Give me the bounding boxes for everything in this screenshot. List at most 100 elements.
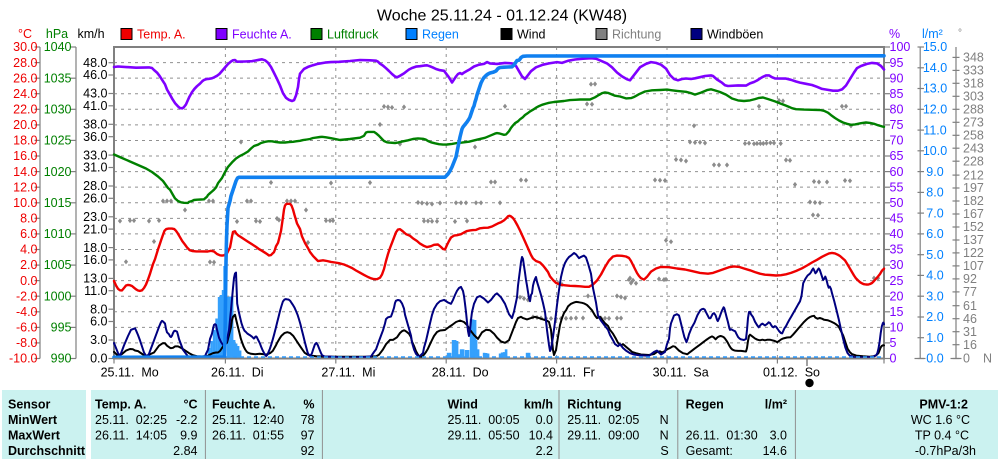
svg-text:348: 348 <box>963 51 984 65</box>
svg-text:km/h: km/h <box>77 27 104 41</box>
svg-text:0.0: 0.0 <box>90 352 107 366</box>
svg-text:33.0: 33.0 <box>83 148 107 162</box>
svg-text:°C: °C <box>183 397 197 411</box>
svg-text:6.0: 6.0 <box>90 315 107 329</box>
svg-text:61: 61 <box>963 299 977 313</box>
svg-text:TP 0.4 °C: TP 0.4 °C <box>915 429 969 443</box>
svg-text:Gesamt:: Gesamt: <box>686 444 733 458</box>
svg-text:3.0: 3.0 <box>770 429 787 443</box>
svg-text:25.11. 00:05: 25.11. 00:05 <box>448 413 520 427</box>
svg-text:°C: °C <box>18 27 32 41</box>
svg-text:26.11. 14:05: 26.11. 14:05 <box>95 429 167 443</box>
svg-text:1030: 1030 <box>44 103 72 117</box>
svg-text:27.11. Mi: 27.11. Mi <box>321 366 375 380</box>
svg-text:21.0: 21.0 <box>83 222 107 236</box>
svg-text:29.11. 09:00: 29.11. 09:00 <box>567 429 639 443</box>
svg-text:100: 100 <box>890 40 911 54</box>
svg-text:55: 55 <box>890 180 904 194</box>
svg-text:hPa: hPa <box>46 27 68 41</box>
svg-text:31.0: 31.0 <box>83 161 107 175</box>
svg-text:2.0: 2.0 <box>20 258 37 272</box>
svg-text:60: 60 <box>890 165 904 179</box>
svg-text:2.0: 2.0 <box>926 310 943 324</box>
svg-text:-8.0: -8.0 <box>16 336 38 350</box>
svg-text:25.11. 12:40: 25.11. 12:40 <box>212 413 284 427</box>
svg-text:0: 0 <box>890 352 897 366</box>
svg-text:14.0: 14.0 <box>13 165 37 179</box>
svg-text:25: 25 <box>890 274 904 288</box>
svg-text:1010: 1010 <box>44 227 72 241</box>
svg-text:Temp. A.: Temp. A. <box>137 28 186 42</box>
svg-text:3.0: 3.0 <box>926 289 943 303</box>
svg-text:1015: 1015 <box>44 196 72 210</box>
svg-text:-0.7hPa/3h: -0.7hPa/3h <box>915 444 976 458</box>
svg-text:182: 182 <box>963 194 984 208</box>
svg-text:228: 228 <box>963 154 984 168</box>
svg-text:13.0: 13.0 <box>923 82 947 96</box>
svg-text:41.0: 41.0 <box>83 99 107 113</box>
svg-text:30: 30 <box>890 258 904 272</box>
svg-text:25.11. 02:25: 25.11. 02:25 <box>95 413 167 427</box>
svg-text:14.6: 14.6 <box>763 444 787 458</box>
svg-text:2.84: 2.84 <box>173 444 197 458</box>
svg-text:-2.2: -2.2 <box>176 413 198 427</box>
svg-text:Wind: Wind <box>517 28 546 42</box>
svg-text:25.11. 02:05: 25.11. 02:05 <box>567 413 639 427</box>
svg-text:4.0: 4.0 <box>20 243 37 257</box>
svg-text:7.0: 7.0 <box>926 206 943 220</box>
svg-text:258: 258 <box>963 129 984 143</box>
svg-text:26.11. Di: 26.11. Di <box>211 366 264 380</box>
svg-text:PMV-1:2: PMV-1:2 <box>919 397 968 411</box>
svg-text:15.0: 15.0 <box>923 40 947 54</box>
svg-text:35: 35 <box>890 243 904 257</box>
svg-text:0.0: 0.0 <box>20 274 37 288</box>
svg-text:333: 333 <box>963 64 984 78</box>
svg-text:Regen: Regen <box>422 28 459 42</box>
svg-text:288: 288 <box>963 103 984 117</box>
svg-text:1005: 1005 <box>44 258 72 272</box>
svg-text:243: 243 <box>963 141 984 155</box>
svg-text:9.0: 9.0 <box>926 165 943 179</box>
svg-text:11.0: 11.0 <box>84 284 107 298</box>
svg-text:16: 16 <box>963 338 977 352</box>
svg-text:Wind: Wind <box>448 397 478 411</box>
svg-text:75: 75 <box>890 118 904 132</box>
svg-text:80: 80 <box>890 103 904 117</box>
svg-text:10.0: 10.0 <box>13 196 37 210</box>
svg-text:197: 197 <box>963 181 984 195</box>
svg-text:14.0: 14.0 <box>923 61 947 75</box>
svg-text:45: 45 <box>890 212 904 226</box>
svg-text:10.0: 10.0 <box>923 144 947 158</box>
svg-text:WC 1.6 °C: WC 1.6 °C <box>911 413 970 427</box>
svg-text:46: 46 <box>963 312 977 326</box>
svg-text:8.0: 8.0 <box>20 212 37 226</box>
svg-text:Richtung: Richtung <box>567 397 621 411</box>
svg-text:1025: 1025 <box>44 134 72 148</box>
svg-text:22.0: 22.0 <box>13 103 37 117</box>
svg-text:N: N <box>983 352 992 366</box>
svg-text:0.0: 0.0 <box>926 352 943 366</box>
svg-text:%: % <box>303 397 314 411</box>
svg-text:Feuchte A.: Feuchte A. <box>212 397 275 411</box>
svg-text:36.0: 36.0 <box>83 130 107 144</box>
svg-text:5.0: 5.0 <box>926 248 943 262</box>
svg-text:25.11. Mo: 25.11. Mo <box>101 366 159 380</box>
svg-text:95: 95 <box>890 56 904 70</box>
svg-text:Durchschnitt: Durchschnitt <box>8 444 86 458</box>
svg-text:Richtung: Richtung <box>612 28 661 42</box>
svg-text:137: 137 <box>963 233 984 247</box>
svg-text:4.0: 4.0 <box>926 269 943 283</box>
svg-text:1000: 1000 <box>44 289 72 303</box>
svg-text:13.0: 13.0 <box>83 272 107 286</box>
svg-text:12.0: 12.0 <box>923 103 947 117</box>
svg-text:30.0: 30.0 <box>13 40 37 54</box>
svg-text:107: 107 <box>963 259 984 273</box>
svg-text:N: N <box>660 413 669 427</box>
svg-text:Luftdruck: Luftdruck <box>327 28 379 42</box>
svg-text:Feuchte A.: Feuchte A. <box>232 28 292 42</box>
svg-text:2.2: 2.2 <box>536 444 553 458</box>
svg-text:28.11. Do: 28.11. Do <box>432 366 489 380</box>
svg-text:-4.0: -4.0 <box>16 305 38 319</box>
svg-text:77: 77 <box>963 285 977 299</box>
svg-text:29.11. 05:50: 29.11. 05:50 <box>448 429 520 443</box>
